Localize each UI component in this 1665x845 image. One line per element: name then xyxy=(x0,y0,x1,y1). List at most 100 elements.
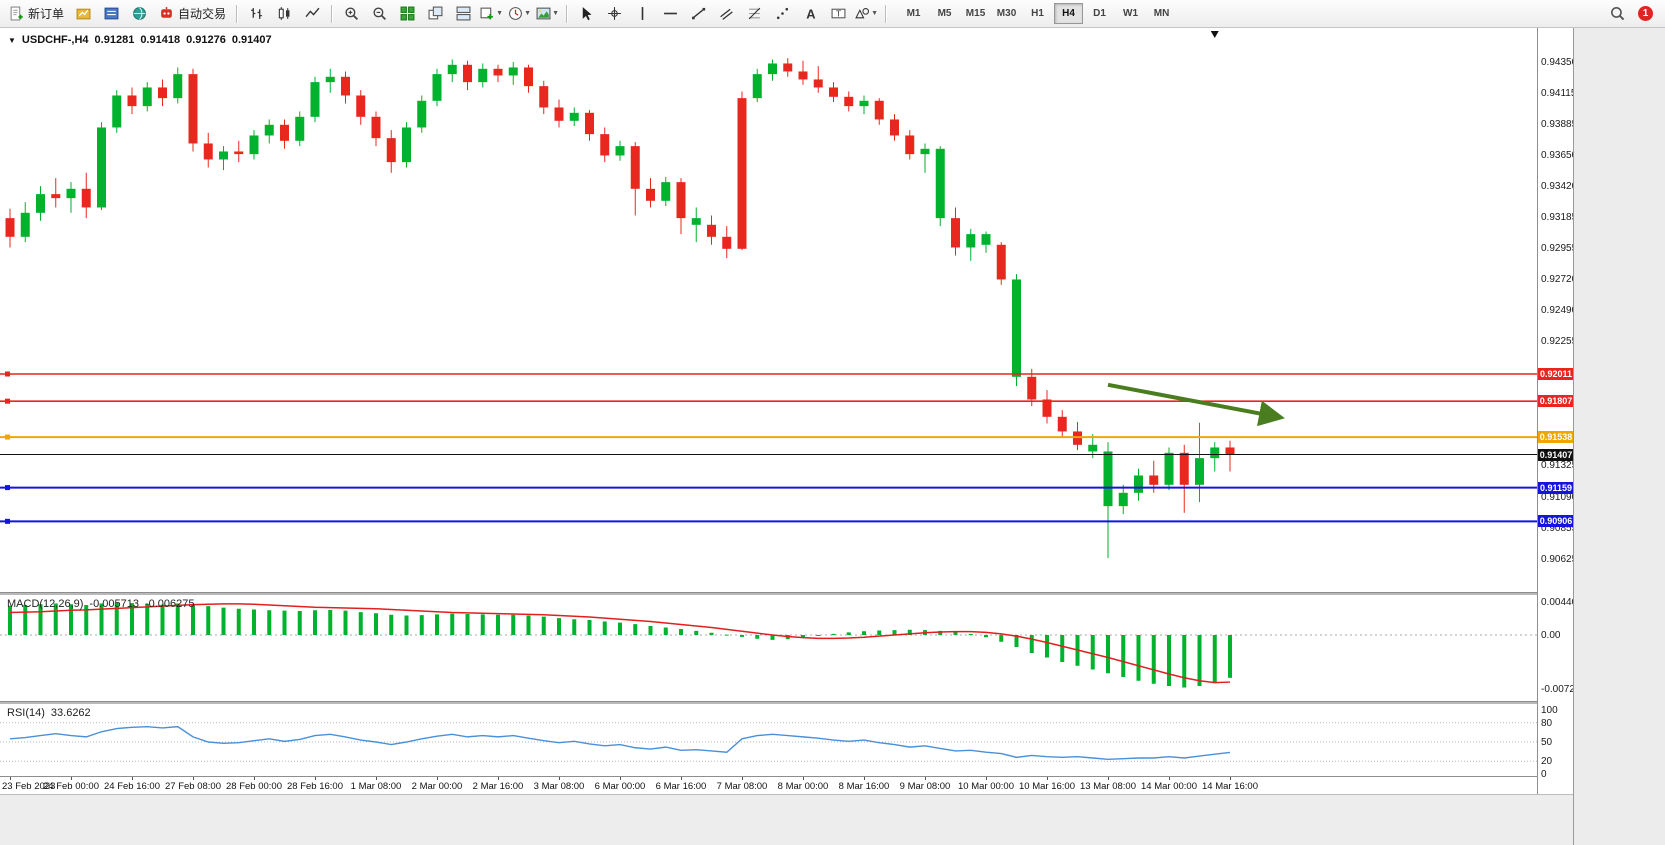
rsi-axis-label: 0 xyxy=(1541,769,1547,780)
price-axis-label: 0.90625 xyxy=(1541,553,1578,565)
line-chart-icon xyxy=(305,7,320,18)
auto-trading-button[interactable]: 自动交易 xyxy=(154,3,231,25)
horizontal-line-button[interactable] xyxy=(657,3,684,25)
time-axis-tick xyxy=(71,777,72,780)
price-level-tag: 0.91159 xyxy=(1538,481,1574,494)
time-axis-tick xyxy=(132,777,133,780)
clock-icon xyxy=(509,7,522,20)
price-axis-label: 0.92490 xyxy=(1541,305,1578,317)
time-axis-label: 6 Mar 00:00 xyxy=(594,781,646,792)
price-axis-label: 0.91325 xyxy=(1541,460,1578,472)
tile-horizontal-button[interactable] xyxy=(450,3,477,25)
timeframe-button-mn[interactable]: MN xyxy=(1153,8,1170,19)
text-button[interactable]: A xyxy=(797,3,824,25)
navigator-button[interactable] xyxy=(126,3,153,25)
price-axis-label: 0.94115 xyxy=(1541,88,1577,100)
price-level-tag: 0.91807 xyxy=(1538,395,1574,408)
timeframe-button-m30[interactable]: M30 xyxy=(996,8,1017,19)
price-axis-label: 0.93885 xyxy=(1541,119,1578,131)
time-axis-tick xyxy=(864,777,865,780)
time-axis-label: 3 Mar 08:00 xyxy=(533,781,585,792)
notification-badge[interactable]: 1 xyxy=(1638,6,1653,21)
price-level-tag: 0.92011 xyxy=(1538,368,1574,380)
text-label-button[interactable]: T xyxy=(825,3,852,25)
rsi-axis-label: 80 xyxy=(1541,717,1553,729)
dropdown-caret-icon: ▼ xyxy=(524,10,531,17)
price-axis-label: 0.94350 xyxy=(1541,57,1578,69)
timeframe-button-m1[interactable]: M1 xyxy=(906,8,921,19)
timeframe-button-h1[interactable]: H1 xyxy=(1031,8,1044,19)
candlestick-chart-button[interactable] xyxy=(271,3,298,25)
timeframe-button-m5[interactable]: M5 xyxy=(937,8,952,19)
search-button[interactable] xyxy=(1604,3,1631,25)
bar-chart-button[interactable] xyxy=(243,3,270,25)
zoom-in-button[interactable] xyxy=(338,3,365,25)
tile-horizontal-icon xyxy=(456,6,471,21)
data-window-button[interactable] xyxy=(98,3,125,25)
new-order-button[interactable]: 新订单 xyxy=(4,3,69,25)
search-icon xyxy=(1611,7,1625,21)
zoom-out-button[interactable] xyxy=(366,3,393,25)
channel-button[interactable] xyxy=(713,3,740,25)
period-button[interactable]: ▼ xyxy=(506,3,533,25)
panel-splitter[interactable] xyxy=(0,592,1573,595)
time-axis-label: 13 Mar 08:00 xyxy=(1080,781,1136,792)
data-window-icon xyxy=(104,7,119,20)
tile-windows-icon xyxy=(400,6,415,21)
timeframe-group: M1 M5 M15 M30 H1 H4 D1 W1 MN xyxy=(898,3,1177,24)
price-chart-panel: ▼ USDCHF-,H4 0.91281 0.91418 0.91276 0.9… xyxy=(0,28,1537,592)
timeframe-button-h4[interactable]: H4 xyxy=(1054,3,1084,24)
cursor-icon xyxy=(582,7,592,21)
time-axis-tick xyxy=(1230,777,1231,780)
macd-value-signal: -0.006275 xyxy=(144,598,195,610)
shapes-button[interactable]: ▼ xyxy=(853,3,880,25)
time-axis-label: 24 Feb 16:00 xyxy=(104,781,160,792)
dropdown-caret-icon: ▼ xyxy=(871,10,878,17)
fibonacci-button[interactable] xyxy=(741,3,768,25)
rsi-axis-label: 20 xyxy=(1541,756,1553,768)
horizontal-line-icon xyxy=(664,12,677,15)
price-axis-label: 0.92720 xyxy=(1541,274,1578,286)
market-watch-button[interactable] xyxy=(70,3,97,25)
rsi-axis-label: 50 xyxy=(1541,737,1553,748)
shapes-icon xyxy=(855,8,870,19)
template-image-icon xyxy=(536,7,551,20)
time-axis-tick xyxy=(376,777,377,780)
timeframe-button-d1[interactable]: D1 xyxy=(1093,8,1106,19)
template-button[interactable]: ▼ xyxy=(534,3,561,25)
candlestick-chart[interactable] xyxy=(0,28,1537,592)
time-axis-label: 2 Mar 00:00 xyxy=(411,781,463,792)
time-axis-tick xyxy=(986,777,987,780)
dropdown-caret-icon: ▼ xyxy=(552,10,559,17)
fibonacci-icon xyxy=(748,7,761,20)
bar-chart-icon xyxy=(251,8,262,19)
zoom-out-icon xyxy=(373,7,387,20)
crosshair-button[interactable] xyxy=(601,3,628,25)
symbol-dropdown-icon[interactable]: ▼ xyxy=(8,35,16,45)
time-axis[interactable]: 23 Feb 2023 24 Feb 00:00 24 Feb 16:00 27 Fe… xyxy=(0,776,1573,794)
timeframe-button-m15[interactable]: M15 xyxy=(965,8,986,19)
time-axis-tick xyxy=(10,777,11,780)
macd-name: MACD(12,26,9) xyxy=(7,598,84,610)
price-level-tag: 0.91538 xyxy=(1538,431,1574,444)
price-axis[interactable]: 0.94350 0.94115 0.93885 0.93650 0.93420 0.931… xyxy=(1537,28,1586,794)
new-order-label: 新订单 xyxy=(28,7,65,21)
line-chart-button[interactable] xyxy=(299,3,326,25)
cascade-windows-button[interactable] xyxy=(422,3,449,25)
time-axis-label: 7 Mar 08:00 xyxy=(716,781,768,792)
cursor-button[interactable] xyxy=(573,3,600,25)
svg-text:A: A xyxy=(806,6,815,21)
tile-windows-button[interactable] xyxy=(394,3,421,25)
trendline-button[interactable] xyxy=(685,3,712,25)
rsi-indicator-chart[interactable] xyxy=(0,704,1537,776)
pitchfork-button[interactable] xyxy=(769,3,796,25)
macd-axis-label: -0.007249 xyxy=(1541,684,1587,696)
macd-indicator-chart[interactable] xyxy=(0,595,1537,701)
panel-splitter[interactable] xyxy=(0,701,1573,704)
crosshair-icon xyxy=(608,7,621,20)
new-chart-button[interactable]: ▼ xyxy=(478,3,505,25)
timeframe-button-w1[interactable]: W1 xyxy=(1123,8,1139,19)
time-axis-tick xyxy=(925,777,926,780)
vertical-line-button[interactable] xyxy=(629,3,656,25)
time-axis-tick xyxy=(559,777,560,780)
